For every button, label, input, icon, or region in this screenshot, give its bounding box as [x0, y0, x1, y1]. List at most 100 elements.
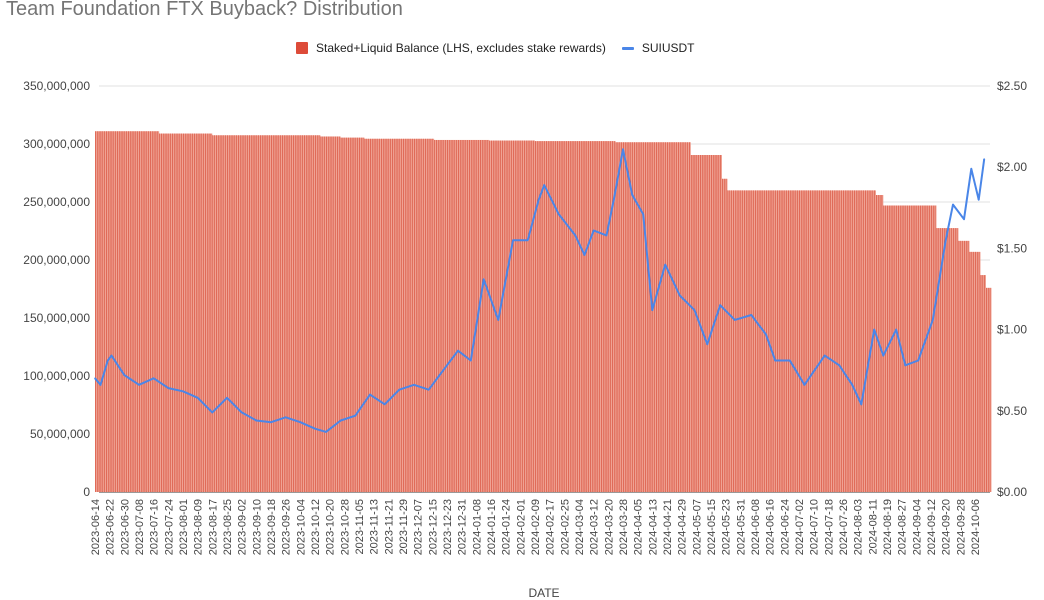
- balance-bar: [696, 155, 699, 492]
- balance-bar: [197, 133, 200, 492]
- x-tick-label: 2024-02-01: [515, 499, 527, 555]
- balance-bar: [863, 190, 865, 492]
- balance-bar: [212, 135, 215, 493]
- balance-bar: [250, 135, 253, 493]
- suiusdt-point: [583, 254, 586, 256]
- balance-bar: [723, 178, 726, 493]
- balance-bar: [494, 140, 497, 492]
- balance-bar: [920, 205, 922, 493]
- x-tick-label: 2024-01-24: [501, 499, 513, 555]
- balance-bar: [722, 178, 724, 493]
- balance-bar: [316, 135, 319, 493]
- balance-bar: [115, 131, 117, 493]
- balance-bar: [355, 137, 358, 492]
- balance-bar: [454, 139, 457, 492]
- balance-bar: [692, 155, 695, 492]
- balance-bar: [947, 228, 950, 492]
- x-tick-label: 2024-04-13: [647, 499, 659, 555]
- suiusdt-point: [882, 354, 885, 357]
- x-axis-title: DATE: [528, 586, 559, 600]
- balance-bar: [397, 138, 400, 492]
- x-tick-label: 2023-06-14: [90, 499, 102, 555]
- balance-bar: [478, 139, 480, 492]
- balance-bar: [395, 138, 398, 492]
- balance-bar: [344, 137, 347, 492]
- balance-bar: [188, 133, 191, 492]
- chart-title: Team Foundation FTX Buyback? Distributio…: [6, 0, 403, 20]
- balance-bar: [740, 190, 743, 492]
- balance-bar: [362, 137, 365, 492]
- legend: Staked+Liquid Balance (LHS, excludes sta…: [296, 41, 695, 55]
- balance-bar: [793, 190, 796, 492]
- balance-bar: [672, 142, 675, 492]
- suiusdt-point: [123, 374, 126, 376]
- balance-bar: [841, 190, 843, 492]
- balance-bar: [709, 155, 711, 492]
- balance-bar: [846, 190, 849, 492]
- x-tick-label: 2024-05-07: [691, 499, 703, 555]
- balance-bar: [912, 205, 915, 493]
- balance-bar: [634, 142, 636, 492]
- suiusdt-point: [970, 168, 973, 170]
- balance-bar: [221, 135, 224, 493]
- balance-bar: [720, 155, 722, 492]
- balance-bar: [107, 131, 110, 493]
- balance-bar: [318, 135, 321, 493]
- balance-bar: [810, 190, 812, 492]
- balance-bar: [751, 190, 754, 492]
- x-tick-label: 2023-12-07: [413, 499, 425, 555]
- balance-bar: [168, 133, 171, 492]
- balance-bar: [824, 190, 827, 492]
- balance-bar: [470, 139, 473, 492]
- balance-bar: [366, 138, 369, 492]
- x-tick-label: 2024-07-18: [823, 499, 835, 555]
- balance-bar: [527, 140, 530, 492]
- balance-bar: [894, 205, 897, 493]
- balance-bar: [630, 142, 633, 492]
- suiusdt-point: [138, 384, 140, 386]
- balance-bar: [626, 142, 629, 492]
- balance-bar: [382, 138, 385, 492]
- balance-bar: [254, 135, 257, 493]
- x-tick-label: 2024-08-11: [867, 499, 879, 554]
- suiusdt-point: [932, 319, 934, 321]
- balance-bar: [865, 190, 867, 492]
- balance-bar: [443, 139, 446, 492]
- legend-label-balance: Staked+Liquid Balance (LHS, excludes sta…: [316, 41, 606, 55]
- x-tick-label: 2023-11-21: [383, 499, 395, 554]
- suiusdt-point: [895, 328, 897, 331]
- balance-bar: [676, 142, 678, 492]
- x-tick-label: 2024-02-17: [545, 499, 557, 555]
- balance-bar: [294, 135, 297, 493]
- balance-bar: [733, 190, 735, 492]
- suiusdt-point: [823, 354, 826, 357]
- suiusdt-point: [94, 377, 96, 380]
- balance-bar: [916, 205, 919, 493]
- balance-bar: [789, 190, 792, 492]
- balance-bar: [392, 138, 394, 492]
- balance-bar: [975, 251, 977, 492]
- suiusdt-point: [325, 431, 327, 433]
- balance-bar: [591, 141, 594, 492]
- suiusdt-point: [952, 203, 954, 206]
- left-tick-label: 0: [83, 485, 90, 499]
- x-tick-label: 2024-03-20: [603, 499, 615, 555]
- balance-bar: [650, 142, 653, 492]
- balance-bar: [907, 205, 909, 493]
- balance-bar: [258, 135, 260, 493]
- balance-bar: [681, 142, 684, 492]
- balance-bar: [456, 139, 458, 492]
- balance-bar: [487, 139, 490, 492]
- balance-bar: [555, 141, 557, 492]
- balance-bar: [300, 135, 303, 493]
- balance-bar: [806, 190, 809, 492]
- balance-bar: [157, 131, 160, 493]
- suiusdt-point: [99, 384, 102, 386]
- balance-bar: [285, 135, 288, 493]
- balance-bar: [883, 205, 886, 493]
- balance-bar: [195, 133, 198, 492]
- balance-bar: [296, 135, 299, 493]
- balance-bar: [969, 251, 972, 492]
- balance-bar: [272, 135, 275, 493]
- balance-bar: [764, 190, 766, 492]
